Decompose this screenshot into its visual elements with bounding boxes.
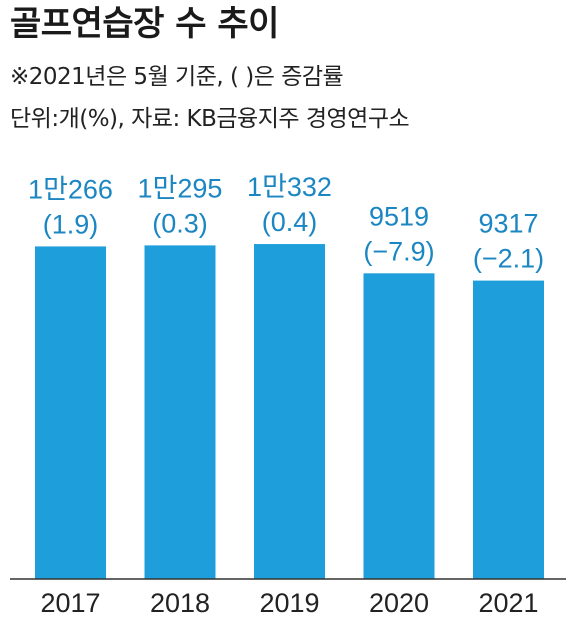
x-axis-tick-labels: 2017 2018 2019 2020 2021	[40, 588, 538, 617]
value-label-2019: 1만332	[247, 172, 332, 202]
tick-label-2021: 2021	[478, 588, 538, 617]
value-label-2017: 1만266	[28, 174, 113, 204]
tick-label-2020: 2020	[369, 588, 429, 617]
change-labels-group: (1.9) (0.3) (0.4) (−7.9) (−2.1)	[43, 207, 544, 274]
bar-2017	[35, 246, 106, 579]
unit-source-note: 단위:개(%), 자료: KB금융지주 경영연구소	[10, 106, 410, 132]
change-label-2020: (−7.9)	[363, 236, 434, 266]
chart-title: 골프연습장 수 추이	[10, 4, 279, 44]
bars-group	[35, 244, 544, 579]
value-label-2020: 9519	[369, 201, 429, 231]
tick-label-2019: 2019	[259, 588, 319, 617]
bar-2021	[473, 280, 544, 579]
tick-label-2017: 2017	[40, 588, 100, 617]
change-label-2017: (1.9)	[43, 209, 99, 239]
bar-2019	[254, 244, 325, 579]
value-label-2018: 1만295	[138, 173, 223, 203]
change-label-2021: (−2.1)	[473, 244, 544, 274]
change-label-2019: (0.4)	[262, 207, 318, 237]
bar-2018	[144, 245, 216, 579]
value-labels-group: 1만266 1만295 1만332 9519 9317	[28, 172, 538, 239]
chart-subtitle: ※2021년은 5월 기준, ( )은 증감률	[10, 64, 344, 90]
change-label-2018: (0.3)	[152, 208, 208, 238]
bar-2020	[363, 273, 435, 579]
tick-label-2018: 2018	[150, 588, 210, 617]
value-label-2021: 9317	[478, 209, 538, 239]
